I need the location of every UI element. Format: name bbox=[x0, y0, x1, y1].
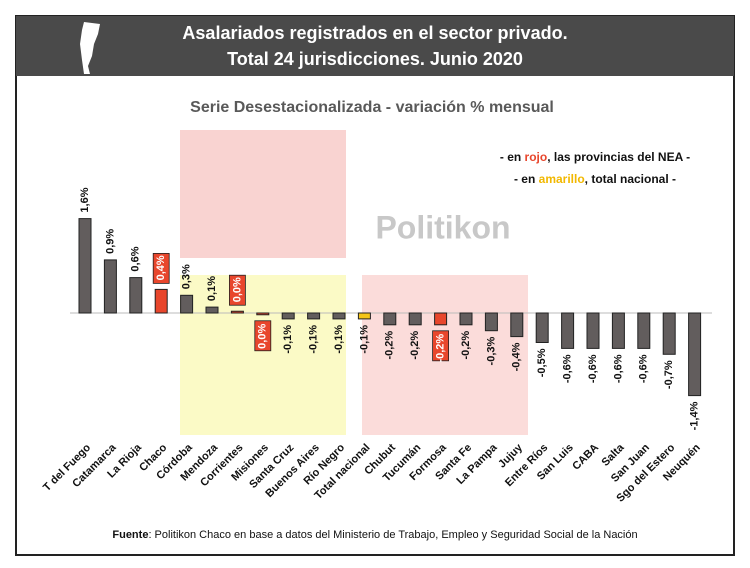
bar bbox=[535, 312, 549, 343]
bar bbox=[510, 312, 524, 338]
bar bbox=[662, 312, 676, 355]
bar bbox=[256, 312, 270, 316]
value-label: -0,2% bbox=[384, 331, 396, 360]
value-label: -0,2% bbox=[435, 334, 447, 363]
bar bbox=[281, 312, 295, 320]
bar bbox=[180, 294, 194, 314]
bar bbox=[154, 288, 168, 314]
bar bbox=[205, 306, 219, 314]
chart-title: Total 24 jurisdicciones. Junio 2020 bbox=[227, 49, 523, 69]
value-label-box bbox=[152, 252, 170, 284]
source-label: Fuente bbox=[112, 529, 148, 541]
value-label: -0,7% bbox=[663, 360, 675, 389]
value-label-box bbox=[254, 320, 272, 352]
note-part: - en bbox=[500, 150, 525, 164]
map-icon bbox=[80, 22, 100, 74]
note-part: amarillo bbox=[539, 172, 585, 186]
note: - en rojo, las provincias del NEA - bbox=[500, 150, 690, 164]
value-label: -0,6% bbox=[587, 354, 599, 383]
bar bbox=[561, 312, 575, 349]
bar bbox=[230, 310, 244, 314]
value-label: -0,1% bbox=[282, 325, 294, 354]
value-label: -1,4% bbox=[689, 401, 701, 430]
bar bbox=[611, 312, 625, 349]
value-label: -0,6% bbox=[612, 354, 624, 383]
bar bbox=[129, 277, 143, 314]
bar bbox=[103, 259, 117, 314]
value-label: 0,0% bbox=[257, 324, 269, 349]
note-part: , las provincias del NEA - bbox=[547, 150, 690, 164]
bar bbox=[637, 312, 651, 349]
bg-zone bbox=[180, 130, 346, 258]
bg-zone bbox=[180, 275, 346, 435]
value-label: -0,4% bbox=[511, 342, 523, 371]
bar bbox=[383, 312, 397, 326]
value-label: 1,6% bbox=[79, 187, 91, 212]
value-label: -0,6% bbox=[562, 354, 574, 383]
note-part: - en bbox=[514, 172, 539, 186]
bar bbox=[357, 312, 371, 320]
bar bbox=[688, 312, 702, 397]
bar bbox=[434, 312, 448, 326]
value-label: 0,1% bbox=[206, 276, 218, 301]
value-label: -0,1% bbox=[333, 325, 345, 354]
value-label: 0,0% bbox=[231, 277, 243, 302]
bar bbox=[307, 312, 321, 320]
value-label: 0,4% bbox=[155, 255, 167, 280]
value-label: -0,1% bbox=[358, 325, 370, 354]
bar bbox=[484, 312, 498, 332]
subtitle: Serie Desestacionalizada - variación % m… bbox=[190, 99, 554, 116]
note: - en amarillo, total nacional - bbox=[514, 172, 676, 186]
bar bbox=[586, 312, 600, 349]
value-label: -0,2% bbox=[460, 331, 472, 360]
value-label-box bbox=[228, 274, 246, 306]
header bbox=[16, 16, 734, 76]
note-part: rojo bbox=[525, 150, 548, 164]
watermark: Politikon bbox=[375, 209, 510, 245]
note-part: , total nacional - bbox=[585, 172, 676, 186]
bar bbox=[408, 312, 422, 326]
bar bbox=[332, 312, 346, 320]
value-label: 0,9% bbox=[104, 229, 116, 254]
value-label: -0,1% bbox=[308, 325, 320, 354]
value-label: 0,3% bbox=[181, 264, 193, 289]
value-label: -0,3% bbox=[485, 336, 497, 365]
bar bbox=[78, 218, 92, 314]
value-label: 0,6% bbox=[130, 246, 142, 271]
value-label: -0,6% bbox=[638, 354, 650, 383]
value-label: -0,2% bbox=[409, 331, 421, 360]
value-label-box bbox=[432, 330, 450, 362]
source-text: : Politikon Chaco en base a datos del Mi… bbox=[148, 529, 637, 541]
bar bbox=[459, 312, 473, 326]
chart-title: Asalariados registrados en el sector pri… bbox=[182, 23, 567, 43]
source: Fuente: Politikon Chaco en base a datos … bbox=[112, 529, 637, 541]
value-label: -0,5% bbox=[536, 348, 548, 377]
